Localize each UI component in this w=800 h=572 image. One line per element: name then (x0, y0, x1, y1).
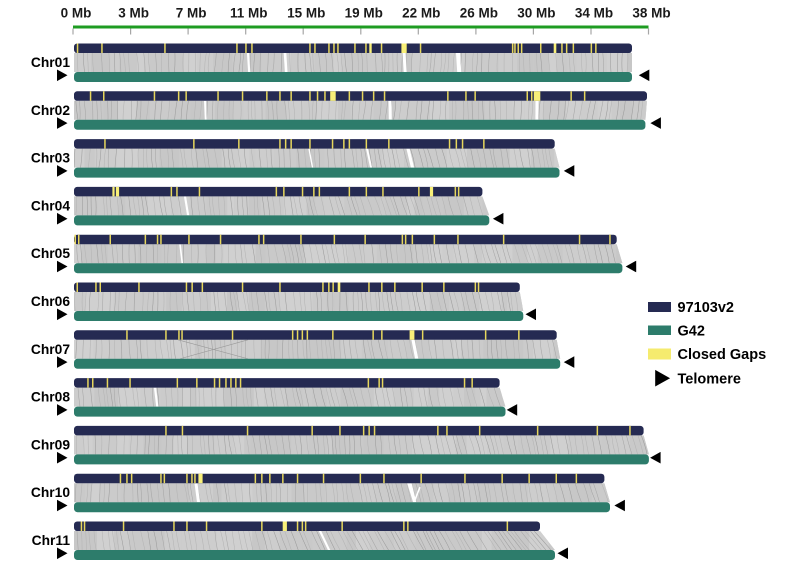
svg-text:30 Mb: 30 Mb (517, 6, 555, 21)
svg-text:Chr10: Chr10 (31, 485, 70, 500)
svg-text:11 Mb: 11 Mb (230, 6, 268, 21)
svg-text:Chr11: Chr11 (32, 533, 71, 548)
svg-text:26 Mb: 26 Mb (460, 6, 498, 21)
svg-text:Chr03: Chr03 (31, 151, 70, 166)
svg-text:Chr02: Chr02 (31, 103, 70, 118)
svg-text:Closed Gaps: Closed Gaps (678, 347, 767, 363)
svg-text:Chr09: Chr09 (31, 437, 70, 452)
svg-text:Chr05: Chr05 (31, 246, 70, 261)
svg-text:19 Mb: 19 Mb (345, 6, 383, 21)
svg-text:Chr01: Chr01 (31, 55, 70, 70)
svg-text:Chr07: Chr07 (31, 342, 70, 357)
svg-text:15 Mb: 15 Mb (287, 6, 325, 21)
svg-text:Chr06: Chr06 (31, 294, 70, 309)
svg-text:Chr08: Chr08 (31, 390, 70, 405)
svg-text:G42: G42 (678, 323, 705, 339)
svg-text:97103v2: 97103v2 (678, 300, 734, 316)
svg-text:Chr04: Chr04 (31, 198, 70, 213)
svg-text:Telomere: Telomere (678, 372, 741, 388)
svg-text:7 Mb: 7 Mb (176, 6, 207, 21)
svg-text:38 Mb: 38 Mb (632, 6, 670, 21)
svg-text:22 Mb: 22 Mb (402, 6, 440, 21)
svg-text:3 Mb: 3 Mb (118, 6, 149, 21)
svg-text:0 Mb: 0 Mb (61, 6, 92, 21)
svg-text:34 Mb: 34 Mb (575, 6, 613, 21)
